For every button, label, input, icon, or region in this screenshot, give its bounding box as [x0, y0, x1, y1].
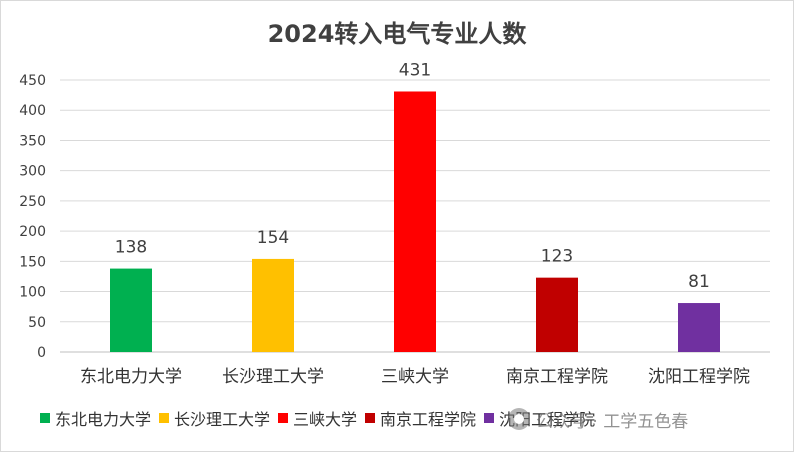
- legend-swatch: [159, 413, 170, 423]
- legend-swatch: [365, 413, 376, 423]
- legend-item: 三峡大学: [278, 406, 357, 430]
- y-tick-label: 0: [37, 345, 46, 361]
- data-label: 81: [688, 272, 710, 292]
- bar: [252, 258, 294, 352]
- bar: [536, 277, 578, 352]
- legend-label: 东北电力大学: [55, 410, 152, 429]
- watermark: 公众号 · 工学五色春: [508, 404, 688, 434]
- y-tick-label: 400: [19, 103, 46, 119]
- y-tick-label: 50: [28, 315, 46, 331]
- wechat-logo-icon: [508, 408, 530, 430]
- chart-title: 2024转入电气专业人数: [267, 20, 527, 48]
- x-tick-label: 沈阳工程学院: [648, 367, 750, 387]
- data-label: 138: [115, 238, 147, 258]
- y-tick-label: 450: [19, 73, 46, 89]
- bar: [678, 303, 720, 352]
- bar: [394, 91, 436, 353]
- y-tick-label: 350: [19, 133, 46, 149]
- watermark-text: 公众号 · 工学五色春: [536, 411, 689, 432]
- y-tick-label: 150: [19, 254, 46, 270]
- legend-item: 长沙理工大学: [159, 406, 270, 430]
- legend-label: 三峡大学: [293, 410, 358, 429]
- legend-item: 南京工程学院: [365, 406, 476, 430]
- bar: [110, 268, 152, 352]
- chart-legend: 东北电力大学 长沙理工大学 三峡大学 南京工程学院 沈阳工程学院: [40, 404, 595, 432]
- legend-swatch: [40, 413, 50, 423]
- legend-item: 东北电力大学: [40, 406, 151, 430]
- y-tick-label: 200: [19, 224, 46, 240]
- data-label: 154: [257, 228, 289, 248]
- legend-label: 南京工程学院: [380, 410, 477, 429]
- data-label: 123: [541, 247, 573, 267]
- x-tick-label: 南京工程学院: [506, 367, 608, 387]
- data-label: 431: [399, 60, 431, 80]
- y-tick-label: 300: [19, 164, 46, 180]
- y-tick-label: 100: [19, 285, 46, 301]
- y-tick-label: 250: [19, 194, 46, 210]
- legend-swatch: [278, 413, 289, 423]
- legend-label: 长沙理工大学: [174, 410, 271, 429]
- x-tick-label: 三峡大学: [381, 367, 449, 387]
- x-tick-label: 长沙理工大学: [222, 367, 324, 387]
- legend-swatch: [484, 413, 495, 423]
- x-tick-label: 东北电力大学: [80, 367, 182, 387]
